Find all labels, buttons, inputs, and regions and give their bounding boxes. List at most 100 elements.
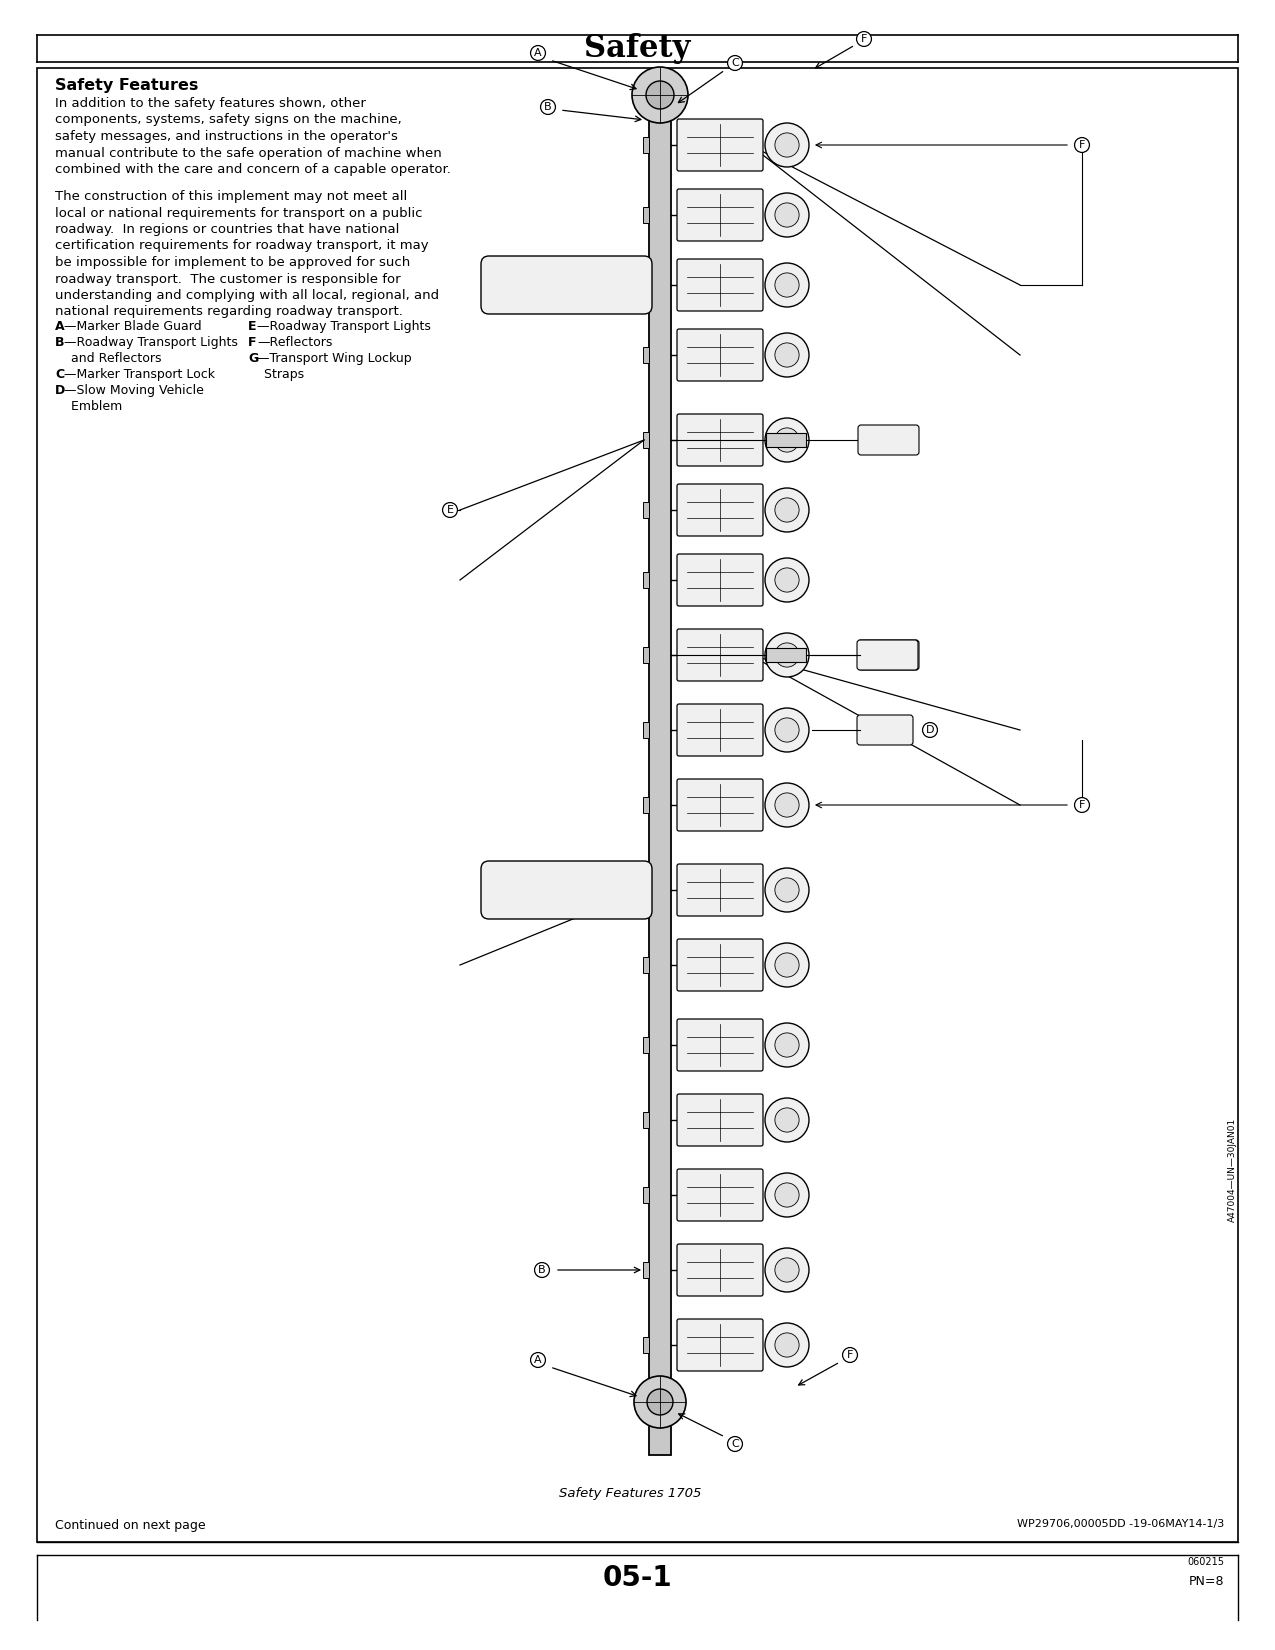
Text: F: F [861, 35, 867, 45]
Text: be impossible for implement to be approved for such: be impossible for implement to be approv… [55, 256, 411, 269]
Circle shape [775, 272, 799, 297]
Circle shape [646, 81, 674, 109]
Bar [643, 1336, 649, 1353]
FancyBboxPatch shape [481, 256, 652, 314]
Circle shape [775, 878, 799, 903]
Bar [766, 432, 806, 447]
Text: understanding and complying with all local, regional, and: understanding and complying with all loc… [55, 289, 439, 302]
Circle shape [765, 708, 810, 752]
FancyBboxPatch shape [677, 939, 762, 992]
Text: The construction of this implement may not meet all: The construction of this implement may n… [55, 190, 407, 203]
Circle shape [775, 1033, 799, 1058]
FancyBboxPatch shape [677, 119, 762, 172]
Circle shape [765, 1023, 810, 1068]
Text: 060215: 060215 [1187, 1558, 1224, 1568]
Text: E: E [249, 320, 256, 333]
Bar [643, 647, 649, 663]
Bar [643, 1186, 649, 1203]
Circle shape [765, 193, 810, 238]
Bar [643, 797, 649, 813]
Text: A: A [534, 48, 542, 58]
Text: manual contribute to the safe operation of machine when: manual contribute to the safe operation … [55, 147, 441, 160]
Text: Safety Features 1705: Safety Features 1705 [558, 1487, 701, 1500]
Text: —Marker Transport Lock: —Marker Transport Lock [64, 368, 215, 381]
Circle shape [775, 1333, 799, 1356]
Text: —Reflectors: —Reflectors [258, 337, 333, 350]
Text: E: E [446, 505, 454, 515]
Circle shape [765, 868, 810, 912]
Text: and Reflectors: and Reflectors [55, 351, 162, 365]
Circle shape [634, 1376, 686, 1427]
Text: C: C [731, 1439, 739, 1449]
Circle shape [775, 644, 799, 667]
Text: —Transport Wing Lockup: —Transport Wing Lockup [258, 351, 412, 365]
Bar [643, 346, 649, 363]
FancyBboxPatch shape [677, 705, 762, 756]
Text: D: D [55, 384, 65, 398]
Bar [649, 91, 671, 1455]
Circle shape [765, 488, 810, 531]
Text: national requirements regarding roadway transport.: national requirements regarding roadway … [55, 305, 403, 318]
FancyBboxPatch shape [857, 714, 913, 746]
Text: Straps: Straps [249, 368, 305, 381]
Circle shape [765, 784, 810, 827]
FancyBboxPatch shape [677, 1020, 762, 1071]
FancyBboxPatch shape [858, 426, 919, 455]
FancyBboxPatch shape [677, 779, 762, 832]
Text: certification requirements for roadway transport, it may: certification requirements for roadway t… [55, 239, 428, 252]
FancyBboxPatch shape [481, 861, 652, 919]
Text: —Roadway Transport Lights: —Roadway Transport Lights [64, 337, 238, 350]
Text: D: D [926, 724, 935, 734]
Text: C: C [731, 58, 739, 68]
Text: F: F [249, 337, 256, 350]
FancyBboxPatch shape [677, 1244, 762, 1295]
Text: —Slow Moving Vehicle: —Slow Moving Vehicle [64, 384, 204, 398]
Text: local or national requirements for transport on a public: local or national requirements for trans… [55, 206, 422, 219]
FancyBboxPatch shape [677, 483, 762, 536]
FancyBboxPatch shape [677, 1094, 762, 1147]
Text: F: F [1079, 140, 1085, 150]
FancyBboxPatch shape [677, 554, 762, 606]
FancyBboxPatch shape [677, 259, 762, 310]
Circle shape [775, 718, 799, 742]
FancyBboxPatch shape [677, 328, 762, 381]
Text: G: G [249, 351, 259, 365]
Circle shape [765, 558, 810, 602]
Text: PN=8: PN=8 [1188, 1576, 1224, 1587]
Circle shape [765, 634, 810, 676]
Bar [643, 723, 649, 738]
Bar [766, 648, 806, 662]
Text: B: B [538, 1266, 546, 1275]
Circle shape [765, 417, 810, 462]
Circle shape [765, 1247, 810, 1292]
Circle shape [775, 568, 799, 592]
Circle shape [765, 333, 810, 376]
Circle shape [775, 1257, 799, 1282]
FancyBboxPatch shape [858, 640, 919, 670]
Circle shape [765, 124, 810, 167]
Text: F: F [1079, 800, 1085, 810]
Text: A: A [55, 320, 65, 333]
Text: roadway transport.  The customer is responsible for: roadway transport. The customer is respo… [55, 272, 400, 285]
Text: —Roadway Transport Lights: —Roadway Transport Lights [258, 320, 431, 333]
Circle shape [765, 944, 810, 987]
Text: F: F [847, 1350, 853, 1360]
Circle shape [775, 954, 799, 977]
Text: —Marker Blade Guard: —Marker Blade Guard [64, 320, 201, 333]
Text: 05-1: 05-1 [602, 1564, 672, 1592]
Text: B: B [55, 337, 65, 350]
Text: Continued on next page: Continued on next page [55, 1520, 205, 1531]
Bar [643, 502, 649, 518]
Circle shape [632, 68, 688, 124]
Circle shape [775, 794, 799, 817]
FancyBboxPatch shape [677, 629, 762, 681]
Text: Safety: Safety [584, 33, 690, 64]
Circle shape [775, 498, 799, 521]
Circle shape [775, 134, 799, 157]
Text: A: A [534, 1355, 542, 1365]
Text: C: C [55, 368, 64, 381]
FancyBboxPatch shape [677, 1168, 762, 1221]
Circle shape [646, 1389, 673, 1416]
Bar [643, 277, 649, 294]
Circle shape [775, 343, 799, 366]
